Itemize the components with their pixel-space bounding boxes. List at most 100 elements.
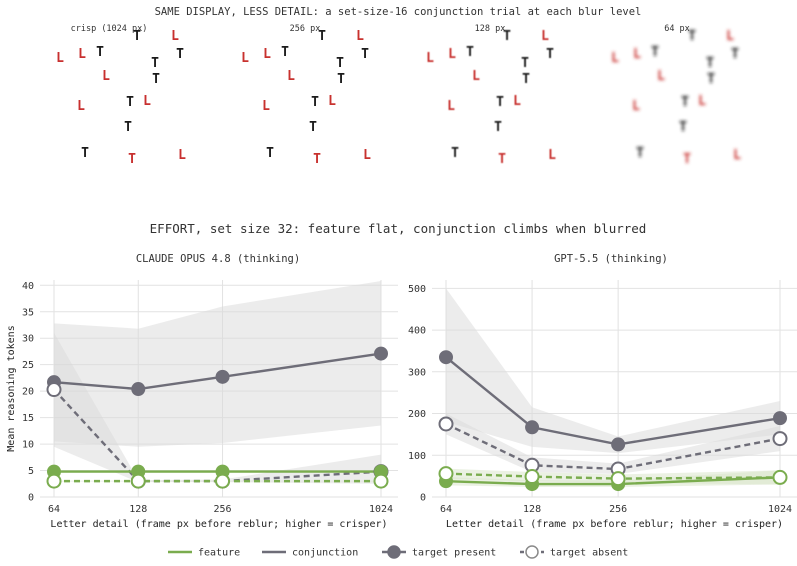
point-target-absent: [438, 466, 454, 482]
panel-label: 128 px: [475, 24, 506, 34]
letter-t: T: [679, 120, 687, 135]
letter-l: L: [78, 47, 86, 62]
letter-t: T: [152, 72, 160, 87]
point-target-absent: [46, 473, 62, 489]
y-tick-label: 200: [408, 409, 426, 420]
letter-t: T: [503, 29, 511, 44]
series-line: [445, 472, 781, 480]
letter-l: L: [447, 99, 455, 114]
legend-label: conjunction: [292, 548, 358, 559]
y-tick-label: 100: [408, 451, 426, 462]
legend-marker-open: [525, 545, 539, 559]
y-tick-label: 40: [22, 281, 34, 292]
letter-l: L: [448, 47, 456, 62]
letter-t: T: [688, 29, 696, 44]
letter-t: T: [266, 146, 274, 161]
legend-label: feature: [198, 548, 240, 559]
x-tick-label: 64: [48, 504, 60, 515]
point-target-present: [525, 420, 540, 435]
x-tick-label: 256: [214, 504, 232, 515]
letter-t: T: [176, 47, 184, 62]
letter-l: L: [287, 69, 295, 84]
letter-t: T: [361, 47, 369, 62]
point-target-present: [374, 346, 388, 361]
letter-t: T: [336, 56, 344, 71]
letter-l: L: [171, 29, 179, 44]
letter-l: L: [363, 148, 371, 163]
y-tick-label: 300: [408, 367, 426, 378]
letter-l: L: [541, 29, 549, 44]
x-tick-label: 1024: [369, 504, 393, 515]
letter-t: T: [466, 45, 474, 60]
letter-t: T: [496, 95, 504, 110]
y-tick-label: 15: [22, 413, 34, 424]
x-tick-label: 1024: [768, 504, 792, 515]
letter-l: L: [178, 148, 186, 163]
top-title: SAME DISPLAY, LESS DETAIL: a set-size-16…: [155, 6, 642, 18]
letter-t: T: [126, 95, 134, 110]
legend: feature conjunction target present target a…: [168, 545, 628, 559]
letter-l: L: [56, 51, 64, 66]
point-target-present: [131, 382, 146, 397]
letter-l: L: [548, 148, 556, 163]
letter-t: T: [311, 95, 319, 110]
chart-title: CLAUDE OPUS 4.8 (thinking): [136, 253, 300, 265]
letter-t: T: [318, 29, 326, 44]
series-line: [445, 476, 781, 486]
chart-title: GPT-5.5 (thinking): [554, 253, 668, 265]
y-tick-label: 0: [420, 493, 426, 504]
chart-gpt: GPT-5.5 (thinking) 0 100 200 300 400 500 64 128 2…: [408, 253, 797, 530]
x-tick-label: 256: [609, 504, 627, 515]
letter-t: T: [128, 152, 136, 167]
series-line: [445, 356, 781, 446]
point-target-absent: [215, 473, 231, 489]
x-tick-label: 128: [523, 504, 541, 515]
confidence-band: [54, 332, 381, 484]
point-target-present: [215, 369, 230, 384]
letter-l: L: [611, 51, 619, 66]
letter-l: L: [356, 29, 364, 44]
y-tick-label: 500: [408, 284, 426, 295]
letter-t: T: [451, 146, 459, 161]
confidence-band: [446, 288, 780, 454]
panel-label: 64 px: [664, 24, 690, 34]
series-line: [53, 388, 382, 483]
letter-l: L: [657, 69, 665, 84]
letter-t: T: [546, 47, 554, 62]
legend-label: target present: [412, 548, 496, 559]
y-tick-label: 10: [22, 440, 34, 451]
letter-l: L: [143, 94, 151, 109]
letter-t: T: [281, 45, 289, 60]
y-tick-label: 20: [22, 387, 34, 398]
letter-l: L: [513, 94, 521, 109]
effort-title: EFFORT, set size 32: feature flat, conju…: [150, 221, 647, 236]
x-axis-label: Letter detail (frame px before reblur; h…: [50, 519, 387, 530]
panel-label: crisp (1024 px): [71, 24, 148, 34]
point-target-absent: [772, 431, 788, 447]
y-axis-label: Mean reasoning tokens: [6, 325, 17, 451]
y-tick-label: 5: [28, 466, 34, 477]
letter-t: T: [707, 72, 715, 87]
letter-l: L: [102, 69, 110, 84]
point-target-absent: [373, 473, 389, 489]
point-target-absent: [524, 469, 540, 485]
letter-t: T: [706, 56, 714, 71]
x-tick-label: 128: [129, 504, 147, 515]
point-target-absent: [438, 416, 454, 432]
letter-l: L: [263, 47, 271, 62]
letter-t: T: [309, 120, 317, 135]
letter-l: L: [633, 47, 641, 62]
letter-l: L: [241, 51, 249, 66]
point-target-absent: [130, 473, 146, 489]
letter-t: T: [731, 47, 739, 62]
letter-l: L: [77, 99, 85, 114]
letter-t: T: [337, 72, 345, 87]
letter-t: T: [522, 72, 530, 87]
